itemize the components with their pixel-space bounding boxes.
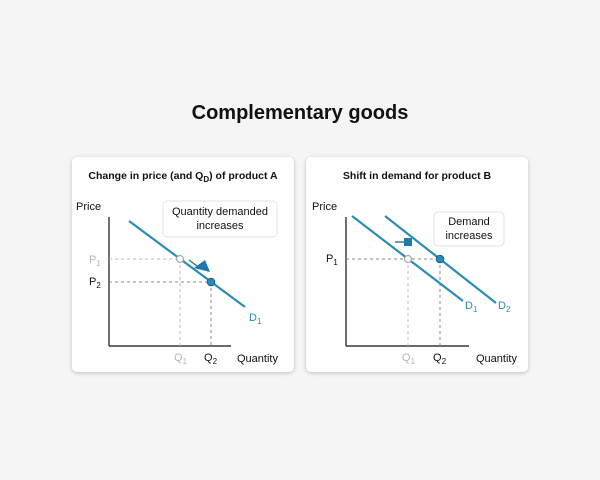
diagonal-arrow-icon: [188, 259, 210, 272]
callout-line1: Demand: [448, 216, 490, 228]
label-d1: D1: [249, 312, 262, 326]
label-p1: P1: [89, 254, 101, 268]
x-axis-label: Quantity: [476, 353, 517, 365]
point-p1q1: [175, 254, 185, 264]
callout-box: [162, 200, 278, 238]
label-p1: P1: [326, 253, 338, 267]
right-arrow-icon: [395, 238, 412, 246]
demand-curve-d1: [128, 220, 246, 308]
label-q1: Q1: [402, 352, 416, 366]
point-p1q1: [403, 254, 413, 264]
label-d1: D1: [465, 300, 478, 314]
chart-product-a: Change in price (and QD) of product A Pr…: [76, 170, 278, 366]
label-p2: P2: [89, 276, 101, 290]
label-q2: Q2: [433, 352, 447, 366]
y-axis-label: Price: [76, 201, 101, 213]
callout-box: [433, 211, 505, 247]
chart-product-b: Shift in demand for product B Price Quan…: [312, 170, 517, 366]
point-p2q2: [206, 277, 216, 287]
callout-line2: increases: [445, 230, 493, 242]
page-title: Complementary goods: [191, 102, 409, 124]
panel-b-title: Shift in demand for product B: [343, 170, 492, 182]
label-d2: D2: [498, 300, 511, 314]
panel-product-b: Shift in demand for product B Price Quan…: [306, 157, 528, 372]
callout-line2: increases: [196, 220, 244, 232]
y-axis-label: Price: [312, 201, 337, 213]
label-q1: Q1: [174, 352, 188, 366]
callout-line1: Quantity demanded: [172, 206, 268, 218]
label-q2: Q2: [204, 352, 218, 366]
point-p1q2: [435, 254, 445, 264]
panel-product-a: Change in price (and QD) of product A Pr…: [72, 157, 294, 372]
x-axis-label: Quantity: [237, 353, 278, 365]
panel-a-title: Change in price (and QD) of product A: [88, 170, 278, 184]
